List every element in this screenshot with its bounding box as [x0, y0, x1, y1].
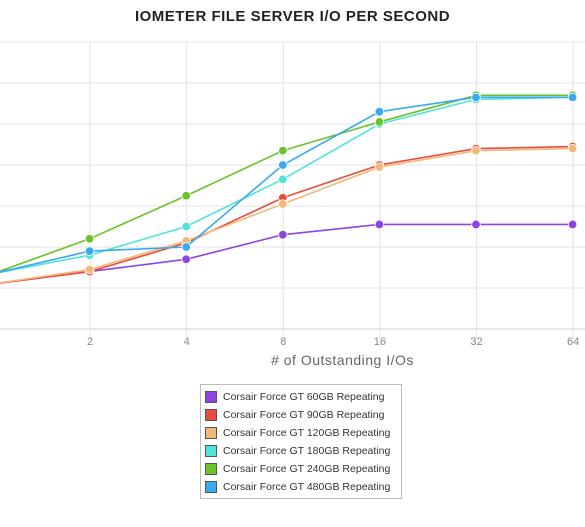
grid: [0, 41, 585, 338]
data-point: [181, 242, 191, 252]
data-point: [567, 219, 578, 230]
legend-swatch: [205, 391, 217, 403]
series-2: [0, 141, 578, 284]
x-tick-label: 2: [87, 336, 93, 345]
legend-swatch: [205, 409, 217, 421]
legend-swatch: [205, 445, 217, 457]
data-point: [567, 143, 578, 154]
x-tick-labels: 2 4 8 16 32 64: [87, 336, 579, 345]
legend-item: Corsair Force GT 120GB Repeating: [201, 424, 401, 442]
legend-label: Corsair Force GT 240GB Repeating: [223, 463, 391, 475]
data-point: [278, 229, 288, 240]
legend-item: Corsair Force GT 480GB Repeating: [201, 478, 401, 496]
data-point: [278, 174, 288, 185]
data-point: [374, 219, 385, 230]
data-point: [84, 234, 95, 244]
series-line: [0, 147, 573, 284]
x-axis-label: # of Outstanding I/Os: [271, 352, 414, 368]
data-point: [374, 117, 385, 127]
legend-swatch: [205, 463, 217, 475]
series-lines: [0, 90, 578, 284]
data-point: [278, 199, 288, 209]
legend: Corsair Force GT 60GB Repeating Corsair F…: [200, 384, 402, 499]
data-point: [374, 106, 385, 117]
data-point: [471, 219, 481, 230]
data-point: [278, 160, 288, 170]
x-tick-label: 4: [184, 336, 190, 345]
data-point: [374, 162, 385, 172]
line-chart: 2 4 8 16 32 64: [0, 41, 585, 345]
legend-label: Corsair Force GT 180GB Repeating: [223, 445, 391, 457]
x-tick-label: 64: [567, 336, 579, 345]
legend-item: Corsair Force GT 60GB Repeating: [201, 388, 401, 406]
chart-title: IOMETER FILE SERVER I/O PER SECOND: [134, 8, 451, 25]
legend-label: Corsair Force GT 120GB Repeating: [223, 427, 391, 439]
data-point: [471, 92, 481, 103]
data-point: [181, 254, 191, 264]
x-tick-label: 16: [374, 336, 386, 345]
data-point: [84, 264, 95, 275]
legend-swatch: [205, 427, 217, 439]
series-3: [0, 143, 578, 284]
data-point: [471, 145, 481, 156]
x-tick-label: 32: [470, 336, 482, 345]
legend-swatch: [205, 481, 217, 493]
legend-label: Corsair Force GT 90GB Repeating: [223, 409, 385, 421]
legend-label: Corsair Force GT 480GB Repeating: [223, 481, 391, 493]
series-5: [0, 90, 578, 272]
data-point: [278, 145, 288, 156]
legend-item: Corsair Force GT 180GB Repeating: [201, 442, 401, 460]
data-point: [181, 221, 191, 232]
legend-item: Corsair Force GT 90GB Repeating: [201, 406, 401, 424]
legend-label: Corsair Force GT 60GB Repeating: [223, 391, 385, 403]
data-point: [181, 191, 191, 201]
series-6: [0, 92, 578, 273]
x-tick-label: 8: [280, 336, 286, 345]
data-point: [567, 92, 578, 103]
data-point: [84, 246, 95, 256]
legend-item: Corsair Force GT 240GB Repeating: [201, 460, 401, 478]
